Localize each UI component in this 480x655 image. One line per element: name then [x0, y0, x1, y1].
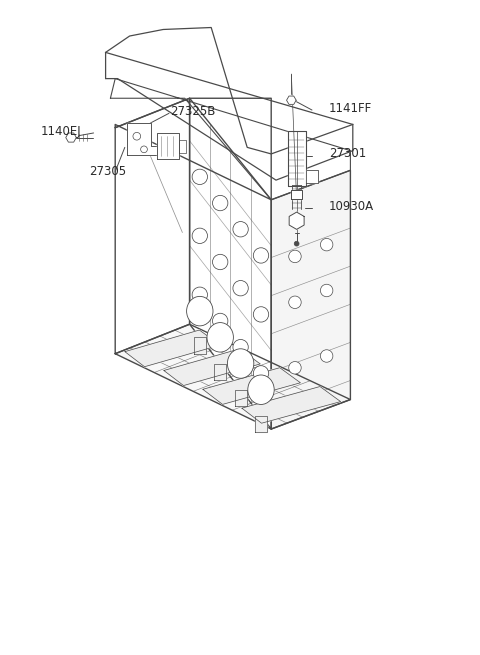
Circle shape	[213, 254, 228, 270]
Polygon shape	[203, 367, 300, 404]
Polygon shape	[127, 123, 157, 155]
Circle shape	[133, 132, 141, 140]
Circle shape	[288, 250, 301, 263]
Circle shape	[321, 238, 333, 251]
Text: 1141FF: 1141FF	[329, 102, 372, 115]
Polygon shape	[291, 190, 302, 199]
Polygon shape	[164, 349, 260, 386]
Polygon shape	[125, 330, 220, 367]
Text: 27305: 27305	[89, 165, 126, 178]
Circle shape	[294, 241, 299, 246]
Circle shape	[192, 228, 207, 244]
Polygon shape	[115, 324, 350, 429]
Polygon shape	[306, 170, 318, 183]
Circle shape	[192, 169, 207, 185]
Polygon shape	[287, 96, 296, 104]
Circle shape	[213, 195, 228, 211]
Circle shape	[233, 221, 248, 237]
Text: 27325B: 27325B	[170, 105, 216, 118]
Polygon shape	[115, 98, 190, 354]
Polygon shape	[288, 131, 306, 186]
Circle shape	[233, 339, 248, 355]
Polygon shape	[106, 52, 353, 180]
Circle shape	[192, 287, 207, 303]
Circle shape	[141, 146, 147, 153]
Polygon shape	[157, 133, 179, 159]
Ellipse shape	[228, 348, 254, 379]
Circle shape	[213, 313, 228, 329]
Polygon shape	[235, 390, 247, 406]
Ellipse shape	[248, 375, 274, 404]
Circle shape	[321, 284, 333, 297]
Ellipse shape	[207, 322, 233, 352]
Circle shape	[253, 365, 269, 381]
Text: 27301: 27301	[329, 147, 366, 160]
Circle shape	[233, 280, 248, 296]
Polygon shape	[66, 133, 76, 142]
Polygon shape	[242, 386, 341, 423]
Polygon shape	[194, 337, 206, 354]
Circle shape	[253, 248, 269, 263]
Polygon shape	[115, 98, 271, 200]
Circle shape	[288, 362, 301, 374]
Polygon shape	[110, 79, 350, 200]
Circle shape	[288, 296, 301, 309]
Text: 1140EJ: 1140EJ	[41, 124, 82, 138]
Text: 10930A: 10930A	[329, 200, 374, 213]
Circle shape	[321, 350, 333, 362]
Polygon shape	[255, 416, 267, 432]
Polygon shape	[271, 170, 350, 429]
Polygon shape	[190, 98, 271, 429]
Polygon shape	[179, 140, 186, 153]
Polygon shape	[289, 212, 304, 229]
Polygon shape	[214, 364, 226, 380]
Circle shape	[253, 307, 269, 322]
Ellipse shape	[187, 296, 213, 326]
